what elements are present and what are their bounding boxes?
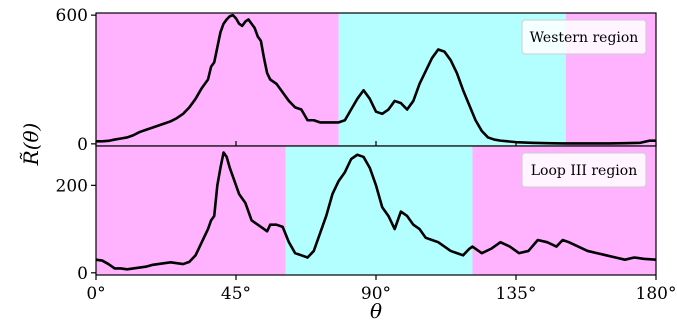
bottom-ticks: 0 200 0° 45° 90° 135° 180° <box>56 176 677 304</box>
xtick-label-3: 135° <box>496 284 537 304</box>
top-ytick-label-0: 0 <box>77 135 88 155</box>
xtick-label-0: 0° <box>86 284 105 304</box>
xtick-label-1: 45° <box>221 284 251 304</box>
panel-loop-iii-region: 0 200 0° 45° 90° 135° 180° Loop III region <box>56 145 677 304</box>
x-axis-label: θ <box>370 299 382 322</box>
bottom-region-annotation: Loop III region <box>521 152 647 188</box>
xtick-label-2: 90° <box>361 284 391 304</box>
bot-ytick-label-0: 0 <box>77 264 88 284</box>
bottom-annotation-text: Loop III region <box>531 163 637 179</box>
y-axis-label: R̃(θ) <box>19 123 43 167</box>
top-region-band-0 <box>96 13 339 146</box>
panel-western-region: 0 600 Western region <box>56 6 657 155</box>
bottom-annotation-box <box>521 152 647 188</box>
top-region-annotation: Western region <box>521 19 647 55</box>
bot-region-band-0 <box>96 146 286 275</box>
bot-region-band-1 <box>285 146 473 275</box>
bottom-series-line <box>95 151 657 271</box>
top-ytick-label-1: 600 <box>56 6 88 26</box>
top-annotation-text: Western region <box>530 30 639 46</box>
top-series-line <box>96 13 656 145</box>
xtick-label-4: 180° <box>636 284 677 304</box>
bot-ytick-label-1: 200 <box>56 176 88 196</box>
top-annotation-box <box>521 19 647 55</box>
bottom-axes-frame <box>95 145 657 276</box>
